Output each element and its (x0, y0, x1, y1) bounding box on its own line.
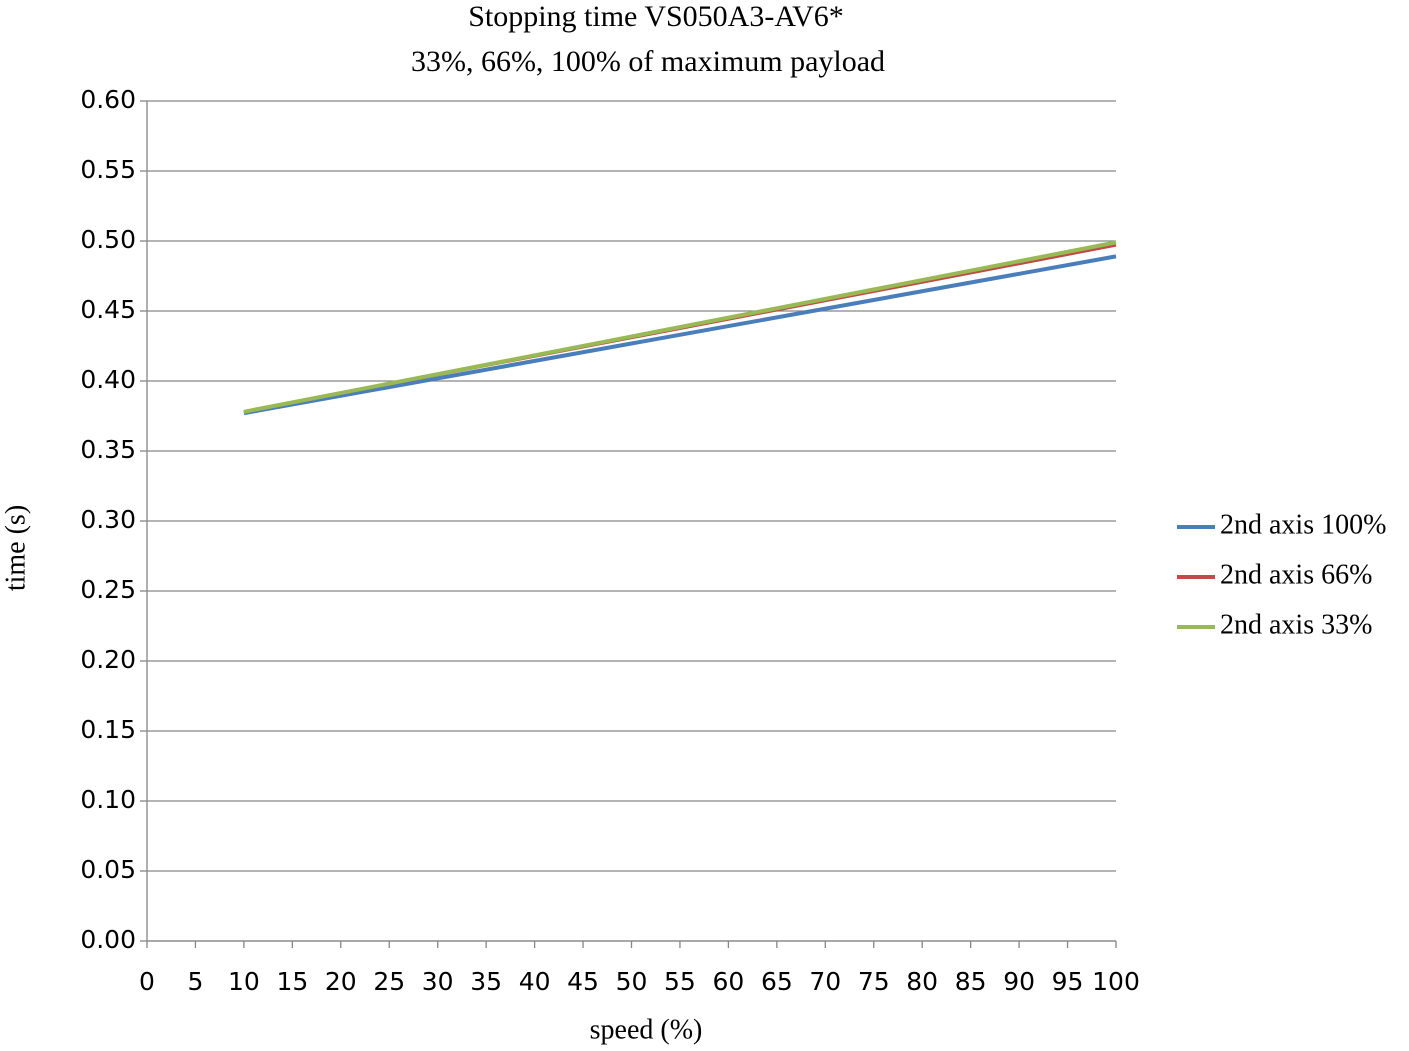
x-tick-label: 20 (325, 967, 357, 996)
x-tick-label: 40 (519, 967, 551, 996)
x-tick-label: 65 (761, 967, 793, 996)
x-tick-label: 30 (422, 967, 454, 996)
x-tick-label: 15 (276, 967, 308, 996)
y-tick-label: 0.05 (80, 855, 136, 884)
x-axis-label: speed (%) (590, 1014, 703, 1045)
y-tick-label: 0.60 (80, 85, 136, 114)
x-tick-label: 75 (858, 967, 890, 996)
x-tick-label: 100 (1092, 967, 1140, 996)
y-tick-label: 0.35 (80, 435, 136, 464)
x-tick-label: 0 (139, 967, 155, 996)
y-tick-label: 0.50 (80, 225, 136, 254)
y-axis-label: time (s) (0, 505, 31, 591)
y-tick-label: 0.55 (80, 155, 136, 184)
chart-subtitle: 33%, 66%, 100% of maximum payload (411, 45, 885, 78)
x-tick-label: 50 (616, 967, 648, 996)
x-tick-label: 55 (664, 967, 696, 996)
y-tick-label: 0.15 (80, 715, 136, 744)
y-tick-label: 0.00 (80, 925, 136, 954)
y-tick-label: 0.45 (80, 295, 136, 324)
chart-title: Stopping time VS050A3-AV6* (468, 0, 844, 33)
x-tick-label: 90 (1003, 967, 1035, 996)
x-tick-label: 95 (1052, 967, 1084, 996)
y-tick-label: 0.30 (80, 505, 136, 534)
series-line (243, 254, 1117, 416)
x-tick-label: 85 (955, 967, 987, 996)
series-line (243, 240, 1117, 414)
x-tick-label: 10 (228, 967, 260, 996)
legend-label: 2nd axis 66% (1220, 559, 1372, 590)
x-tick-label: 5 (187, 967, 203, 996)
y-tick-label: 0.25 (80, 575, 136, 604)
y-tick-label: 0.40 (80, 365, 136, 394)
legend-label: 2nd axis 33% (1220, 609, 1372, 640)
x-tick-label: 80 (906, 967, 938, 996)
x-tick-label: 60 (712, 967, 744, 996)
legend-label: 2nd axis 100% (1220, 509, 1386, 540)
x-tick-label: 35 (470, 967, 502, 996)
x-tick-label: 25 (373, 967, 405, 996)
x-tick-label: 70 (809, 967, 841, 996)
y-tick-label: 0.10 (80, 785, 136, 814)
y-tick-label: 0.20 (80, 645, 136, 674)
x-tick-label: 45 (567, 967, 599, 996)
